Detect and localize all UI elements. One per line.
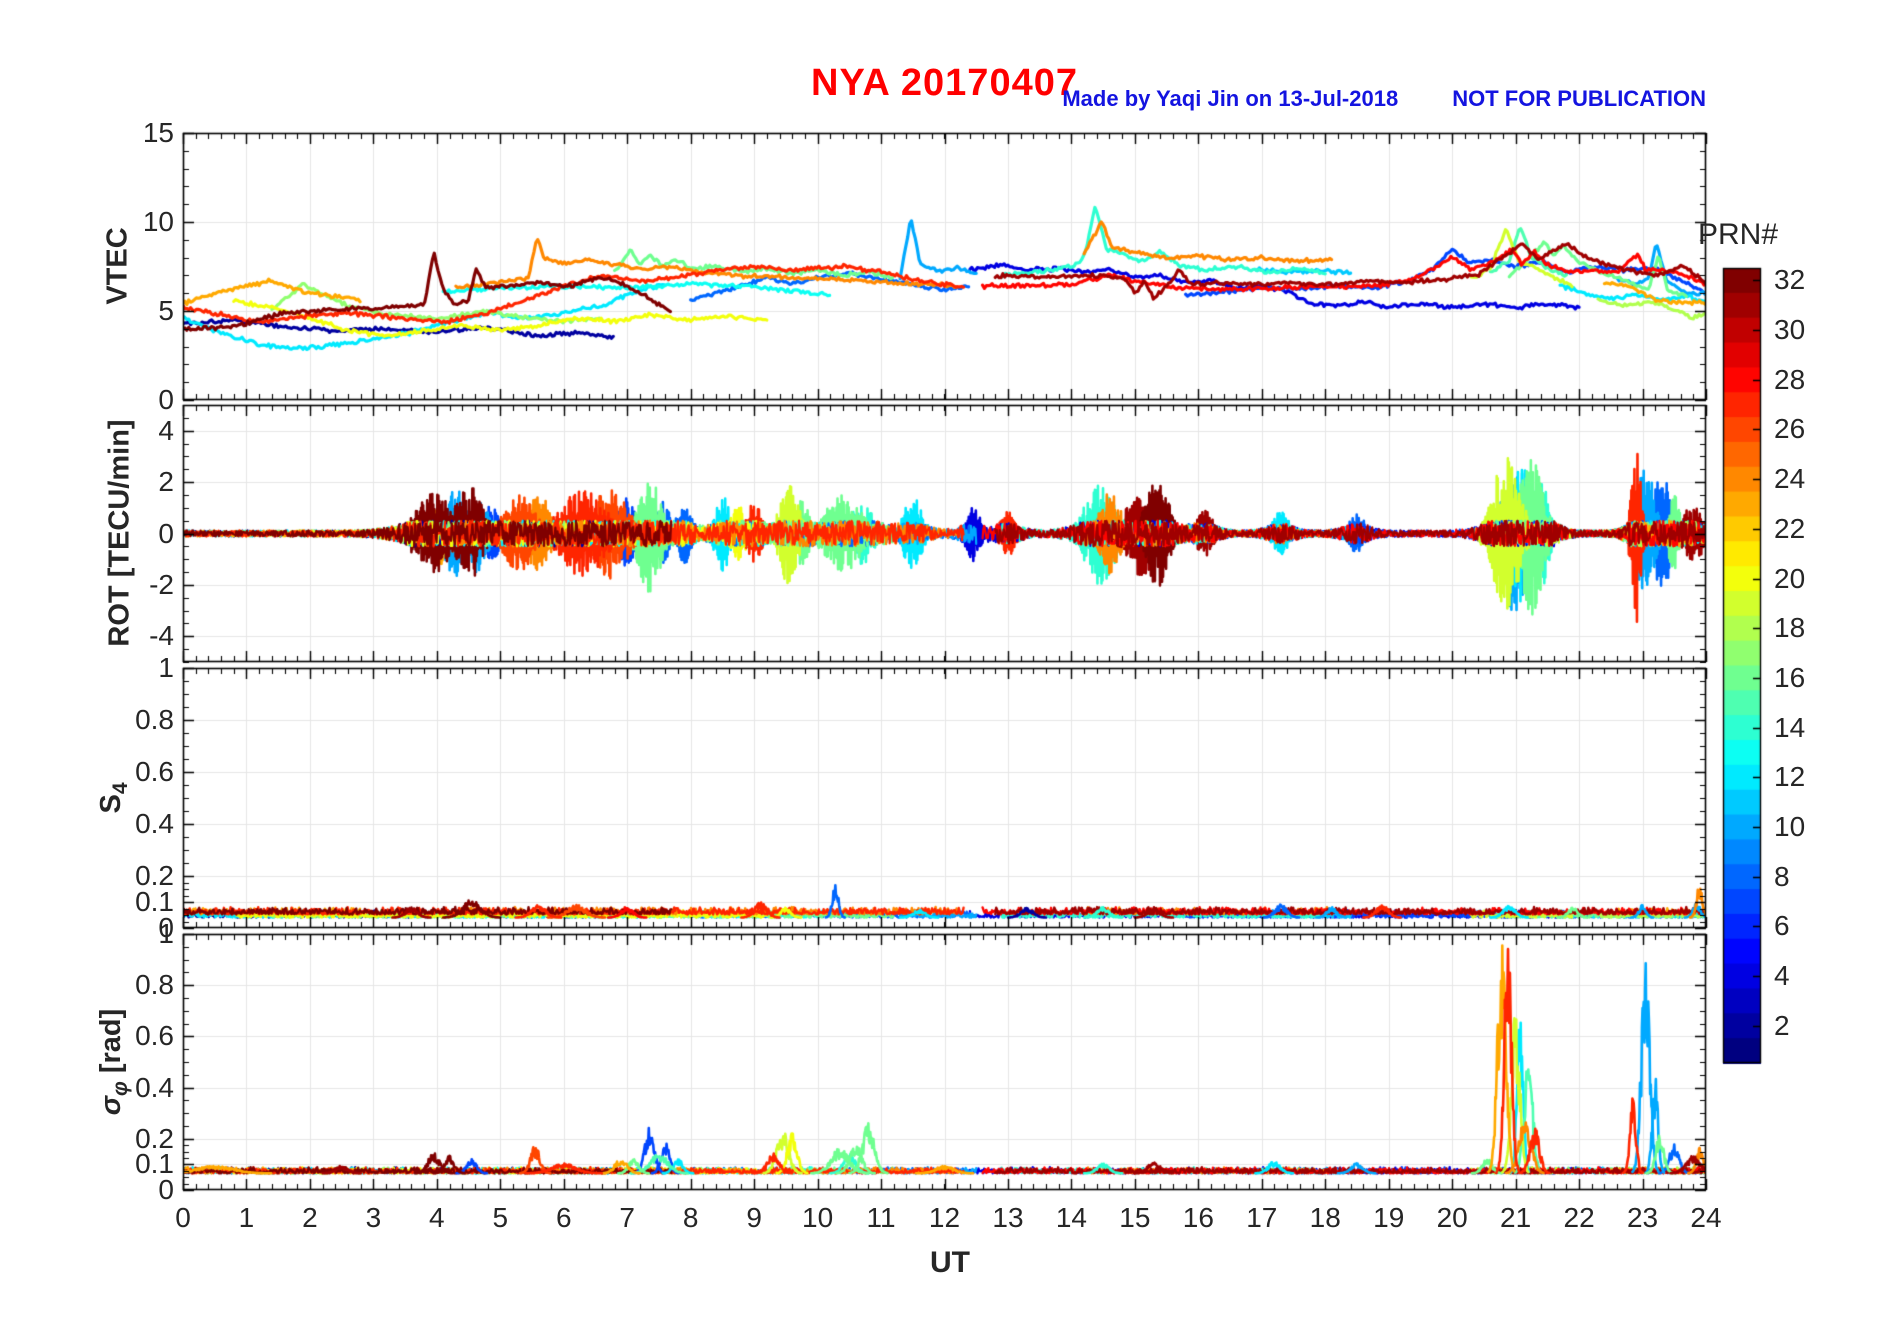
colorbar-tick-label: 2 [1774, 1009, 1790, 1041]
y-tick-label: -4 [149, 620, 174, 652]
colorbar-tick-label: 20 [1774, 562, 1806, 594]
x-tick-label: 9 [746, 1202, 762, 1233]
y-tick-label: 0.8 [135, 704, 174, 735]
credit-line: Made by Yaqi Jin on 13-Jul-2018 NOT FOR … [1062, 86, 1706, 112]
x-tick-label: 11 [866, 1202, 896, 1233]
x-tick-label: 7 [619, 1202, 635, 1233]
y-tick-label: 0.6 [135, 756, 174, 787]
y-tick-label: 2 [158, 466, 174, 498]
x-tick-label: 17 [1246, 1202, 1278, 1233]
y-tick-label: 0.1 [135, 886, 174, 917]
x-tick-label: 1 [238, 1202, 255, 1233]
x-tick-label: 22 [1563, 1202, 1595, 1233]
x-tick-label: 16 [1182, 1202, 1214, 1233]
colorbar-tick-label: 18 [1774, 612, 1806, 644]
colorbar-tick-label: 14 [1774, 711, 1806, 743]
x-axis-label: UT [930, 1246, 970, 1279]
credit-warning: NOT FOR PUBLICATION [1452, 86, 1706, 111]
y-tick-label: 0 [158, 384, 174, 415]
x-tick-label: 2 [302, 1202, 318, 1233]
colorbar-tick-label: 10 [1774, 810, 1806, 842]
credit-made-by: Made by Yaqi Jin on 13-Jul-2018 [1062, 86, 1399, 111]
x-tick-label: 10 [802, 1202, 834, 1233]
colorbar-tick-label: 28 [1774, 363, 1806, 395]
y-tick-label: 1 [158, 652, 174, 683]
y-tick-label: 0.2 [135, 1122, 174, 1154]
x-tick-label: 8 [682, 1202, 699, 1233]
x-tick-label: 12 [928, 1202, 961, 1233]
x-tick-label: 20 [1436, 1202, 1468, 1233]
x-tick-label: 13 [992, 1202, 1024, 1233]
colorbar-tick-label: 22 [1774, 512, 1806, 544]
y-tick-label: 0.1 [135, 1148, 174, 1180]
x-tick-label: 6 [555, 1202, 572, 1233]
y-tick-label: -2 [149, 568, 174, 600]
x-tick-label: 19 [1373, 1202, 1405, 1233]
x-tick-label: 0 [175, 1202, 191, 1233]
page-title: NYA 20170407 [811, 62, 1078, 104]
y-tick-label: 0 [158, 1174, 174, 1205]
colorbar-tick-label: 6 [1774, 910, 1790, 942]
y-tick-label: 0.8 [135, 969, 174, 1001]
colorbar-tick-label: 8 [1774, 860, 1790, 892]
x-tick-label: 21 [1500, 1202, 1532, 1233]
colorbar-tick-label: 16 [1774, 661, 1806, 693]
y-tick-label: 5 [158, 295, 174, 326]
x-tick-label: 4 [429, 1202, 445, 1233]
y-tick-label: 0.4 [135, 1071, 174, 1103]
vtec-axis-label: VTEC [101, 227, 134, 305]
x-tick-label: 15 [1119, 1202, 1151, 1233]
x-tick-label: 23 [1626, 1202, 1659, 1233]
colorbar-tick-label: 26 [1774, 413, 1806, 445]
x-tick-label: 18 [1309, 1202, 1341, 1233]
x-tick-label: 24 [1690, 1202, 1722, 1233]
colorbar-tick-label: 30 [1774, 314, 1806, 346]
colorbar-tick-label: 12 [1774, 761, 1806, 793]
y-tick-label: 0.4 [135, 808, 174, 839]
y-tick-label: 10 [142, 206, 174, 237]
x-tick-label: 3 [365, 1202, 382, 1233]
x-tick-label: 5 [492, 1202, 509, 1233]
colorbar-title: PRN# [1698, 218, 1779, 251]
y-tick-label: 15 [142, 117, 174, 148]
colorbar-tick-label: 32 [1774, 264, 1806, 296]
colorbar-tick-label: 24 [1774, 463, 1806, 495]
y-tick-label: 0.6 [135, 1020, 174, 1052]
y-tick-label: 4 [158, 414, 174, 446]
y-tick-label: 0 [158, 517, 174, 549]
y-tick-label: 1 [158, 918, 174, 949]
y-tick-label: 0 [158, 912, 174, 943]
colorbar-tick-label: 4 [1774, 960, 1790, 992]
x-tick-label: 14 [1055, 1202, 1087, 1233]
y-tick-label: 0.2 [135, 860, 174, 891]
